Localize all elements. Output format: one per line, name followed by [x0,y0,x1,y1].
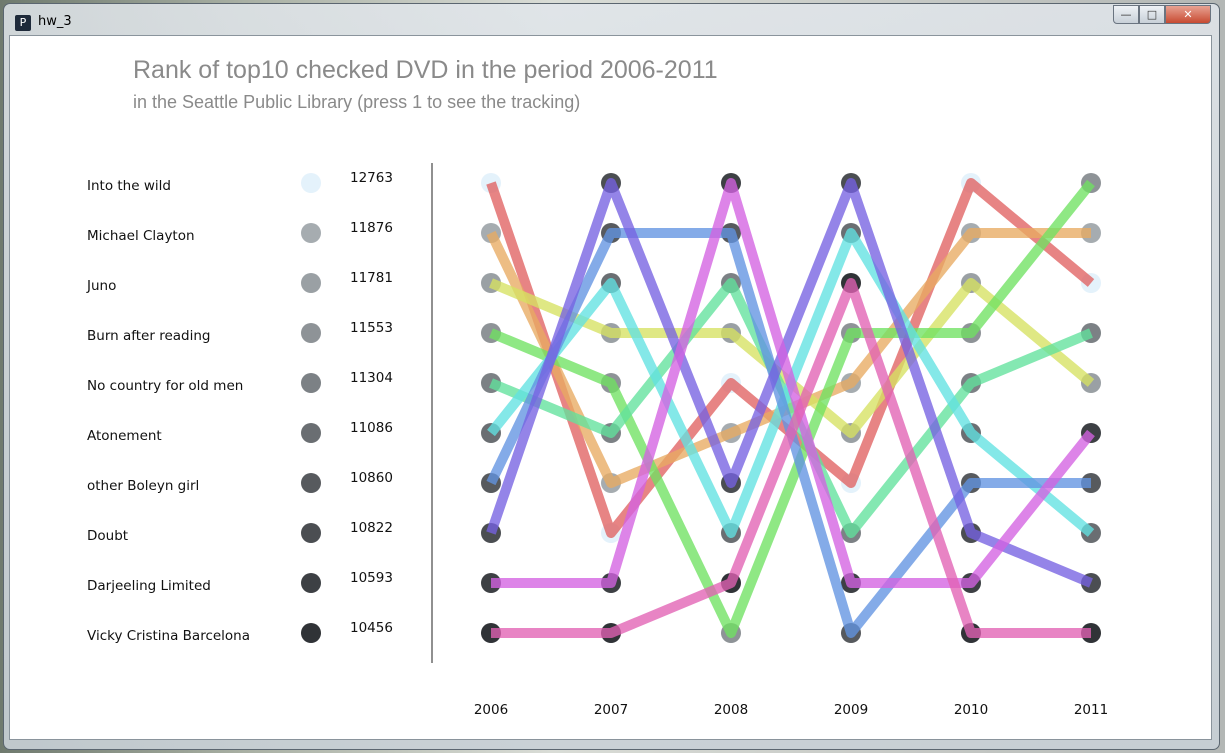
bump-chart: Into the wild 12763 Michael Clayton 11876 Ju… [86,163,1108,718]
legend-label: Michael Clayton [87,228,195,244]
legend-swatch [301,573,321,593]
legend-swatch [301,173,321,193]
x-tick-label: 2006 [474,702,508,718]
series-line [489,278,1093,538]
legend-swatch [301,423,321,443]
series-line [486,178,1093,588]
legend-value: 11086 [350,420,393,436]
x-tick-label: 2010 [954,702,988,718]
legend-swatch [301,623,321,643]
chart-subtitle: in the Seattle Public Library (press 1 t… [133,92,581,112]
sketch-canvas[interactable]: Rank of top10 checked DVD in the period … [9,35,1212,740]
window-title: hw_3 [38,14,72,29]
legend-value: 12763 [350,170,393,186]
legend-swatch [301,523,321,543]
legend-value: 10593 [350,570,393,586]
x-tick-label: 2007 [594,702,628,718]
legend-swatch [301,473,321,493]
legend-swatch [301,373,321,393]
legend-label: Burn after reading [87,328,210,344]
legend-value: 11553 [350,320,393,336]
legend-value: 11781 [350,270,393,286]
legend-value: 11304 [350,370,393,386]
minimize-button[interactable]: — [1113,5,1139,24]
legend-value: 10456 [350,620,393,636]
series-line [491,178,1095,588]
legend-label: Atonement [87,428,162,444]
legend-swatch [301,273,321,293]
legend-label: Vicky Cristina Barcelona [87,628,250,644]
legend-value: 11876 [350,220,393,236]
maximize-button[interactable]: □ [1139,5,1165,24]
legend-label: Doubt [87,528,128,544]
legend-label: Juno [86,278,116,294]
processing-icon: P [15,15,31,31]
legend-label: Into the wild [87,178,171,194]
legend-label: No country for old men [87,378,243,394]
series-line [491,278,1091,638]
chart-title: Rank of top10 checked DVD in the period … [133,56,718,84]
legend-value: 10822 [350,520,393,536]
series-line [489,179,1095,638]
legend-value: 10860 [350,470,393,486]
x-tick-label: 2009 [834,702,868,718]
legend-swatch [301,323,321,343]
legend-swatch [301,223,321,243]
x-tick-label: 2011 [1074,702,1108,718]
legend-label: Darjeeling Limited [87,578,211,594]
legend-label: other Boleyn girl [87,478,199,494]
x-tick-label: 2008 [714,702,748,718]
close-button[interactable]: ✕ [1165,5,1211,24]
title-bar[interactable]: P hw_3 — □ ✕ [4,4,1219,40]
